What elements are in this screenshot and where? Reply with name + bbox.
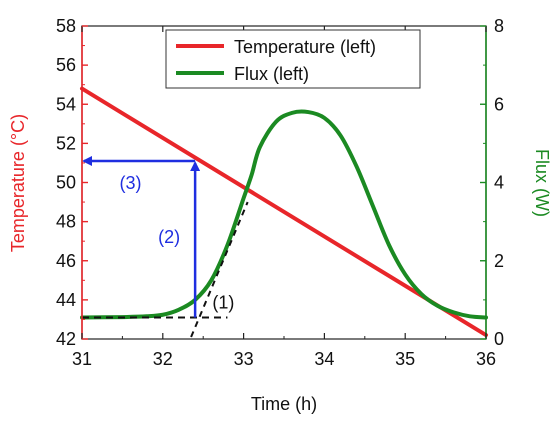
right-tick-label: 2 — [494, 251, 504, 271]
x-tick-label: 32 — [153, 349, 173, 369]
legend-label-temperature: Temperature (left) — [234, 37, 376, 57]
legend-box — [165, 29, 421, 89]
left-tick-label: 50 — [56, 173, 76, 193]
left-tick-label: 42 — [56, 329, 76, 349]
right-tick-label: 8 — [494, 16, 504, 36]
left-tick-label: 46 — [56, 251, 76, 271]
annotation-label-3: (3) — [119, 173, 141, 193]
right-tick-label: 6 — [494, 94, 504, 114]
left-tick-label: 52 — [56, 133, 76, 153]
left-tick-label: 58 — [56, 16, 76, 36]
series-layer — [80, 86, 488, 338]
annotation-label-2: (2) — [158, 227, 180, 247]
legend: Temperature (left) Flux (left) — [165, 29, 421, 89]
left-axis-title: Temperature (°C) — [8, 114, 28, 252]
x-tick-label: 33 — [234, 349, 254, 369]
right-axis-title: Flux (W) — [532, 149, 550, 217]
x-tick-label: 31 — [72, 349, 92, 369]
x-axis-title: Time (h) — [251, 394, 317, 414]
flux-curve — [80, 109, 488, 320]
left-tick-label: 44 — [56, 290, 76, 310]
annotation-label-1: (1) — [212, 292, 234, 312]
left-tick-label: 54 — [56, 94, 76, 114]
x-tick-label: 35 — [395, 349, 415, 369]
annotation-layer: (1) (2) (3) — [82, 155, 249, 338]
right-tick-label: 4 — [494, 173, 504, 193]
left-tick-label: 48 — [56, 212, 76, 232]
right-tick-label: 0 — [494, 329, 504, 349]
left-tick-label: 56 — [56, 55, 76, 75]
x-tick-label: 36 — [476, 349, 496, 369]
tangent-dashed-line — [190, 201, 249, 338]
x-tick-label: 34 — [314, 349, 334, 369]
legend-label-flux: Flux (left) — [234, 64, 309, 84]
